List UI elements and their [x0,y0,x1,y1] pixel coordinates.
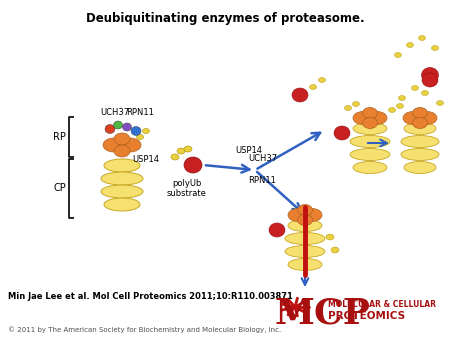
Ellipse shape [413,118,428,128]
Text: CP: CP [53,183,66,193]
Ellipse shape [422,73,438,87]
Ellipse shape [363,118,378,128]
Ellipse shape [404,162,436,173]
Text: polyUb
substrate: polyUb substrate [167,179,207,198]
Ellipse shape [413,107,428,119]
Ellipse shape [292,88,308,102]
Text: Deubiquitinating enzymes of proteasome.: Deubiquitinating enzymes of proteasome. [86,12,365,25]
Ellipse shape [104,159,140,172]
Text: RPN11: RPN11 [248,176,276,185]
Ellipse shape [285,245,325,258]
Ellipse shape [422,91,428,96]
Ellipse shape [114,145,130,157]
Text: Min Jae Lee et al. Mol Cell Proteomics 2011;10:R110.003871: Min Jae Lee et al. Mol Cell Proteomics 2… [8,292,293,301]
Ellipse shape [404,122,436,135]
Ellipse shape [143,128,149,134]
Ellipse shape [345,105,351,111]
Ellipse shape [297,215,312,225]
Ellipse shape [288,259,322,270]
Ellipse shape [401,136,439,147]
Ellipse shape [288,209,308,221]
Ellipse shape [417,112,437,124]
Ellipse shape [350,136,390,147]
Text: UCH37: UCH37 [248,154,277,163]
Ellipse shape [399,96,405,100]
Ellipse shape [395,52,401,57]
Ellipse shape [353,112,373,124]
Text: MOLECULAR & CELLULAR: MOLECULAR & CELLULAR [328,300,436,309]
Ellipse shape [302,209,322,221]
Ellipse shape [285,233,325,244]
Ellipse shape [396,103,404,108]
Ellipse shape [104,198,140,211]
Ellipse shape [122,123,131,131]
Text: RP: RP [53,132,66,142]
Text: © 2011 by The American Society for Biochemistry and Molecular Biology, Inc.: © 2011 by The American Society for Bioch… [8,326,281,333]
Ellipse shape [401,148,439,161]
Ellipse shape [105,124,115,134]
Ellipse shape [353,122,387,135]
Ellipse shape [131,126,141,136]
Ellipse shape [136,135,144,140]
Ellipse shape [352,101,360,106]
Ellipse shape [101,185,143,198]
Text: USP14: USP14 [132,155,159,164]
Ellipse shape [411,86,418,91]
Ellipse shape [367,112,387,124]
Ellipse shape [171,154,179,160]
Ellipse shape [403,112,423,124]
Ellipse shape [269,223,285,237]
Ellipse shape [422,68,438,82]
Ellipse shape [406,43,414,48]
Ellipse shape [288,219,322,232]
Ellipse shape [388,107,396,113]
Ellipse shape [350,148,390,161]
Ellipse shape [297,204,312,216]
Ellipse shape [331,247,339,253]
Ellipse shape [103,138,125,152]
Ellipse shape [101,172,143,185]
Ellipse shape [114,133,130,145]
Text: USP14: USP14 [235,146,262,155]
Ellipse shape [334,126,350,140]
Ellipse shape [177,148,185,154]
Ellipse shape [184,146,192,152]
Text: RPN11: RPN11 [126,108,154,117]
Ellipse shape [418,35,426,41]
Ellipse shape [326,234,334,240]
Ellipse shape [119,138,141,152]
Ellipse shape [184,157,202,173]
Text: UCH37: UCH37 [100,108,129,117]
Text: PROTEOMICS: PROTEOMICS [328,311,405,321]
Ellipse shape [319,77,325,82]
Ellipse shape [436,100,444,105]
Ellipse shape [310,84,316,90]
Ellipse shape [432,46,438,50]
Text: MCP: MCP [275,296,371,330]
Ellipse shape [113,121,122,129]
Ellipse shape [353,162,387,173]
Ellipse shape [363,107,378,119]
